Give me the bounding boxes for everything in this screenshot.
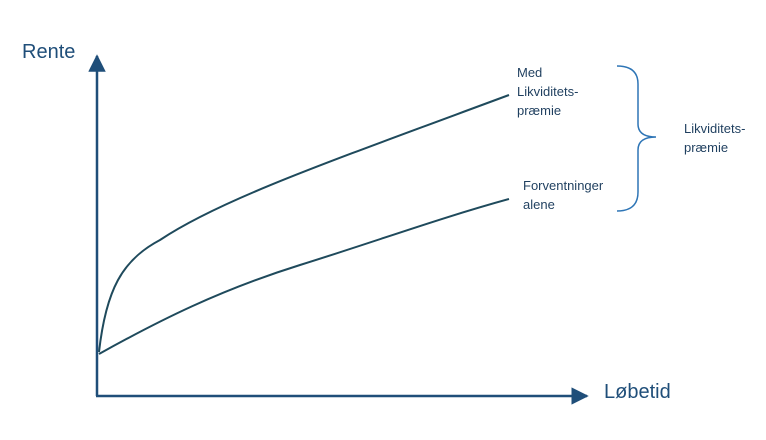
lower-curve-label: Forventninger alene <box>523 178 607 212</box>
bracket-label: Likviditets- præmie <box>684 121 749 155</box>
y-axis-title: Rente <box>22 41 75 63</box>
curve-expectations-only <box>98 198 510 355</box>
upper-curve-label: Med Likviditets- præmie <box>517 65 582 118</box>
liquidity-premium-bracket <box>616 65 657 212</box>
x-axis-title: Løbetid <box>604 381 671 403</box>
curve-with-liquidity-premium <box>98 94 510 353</box>
